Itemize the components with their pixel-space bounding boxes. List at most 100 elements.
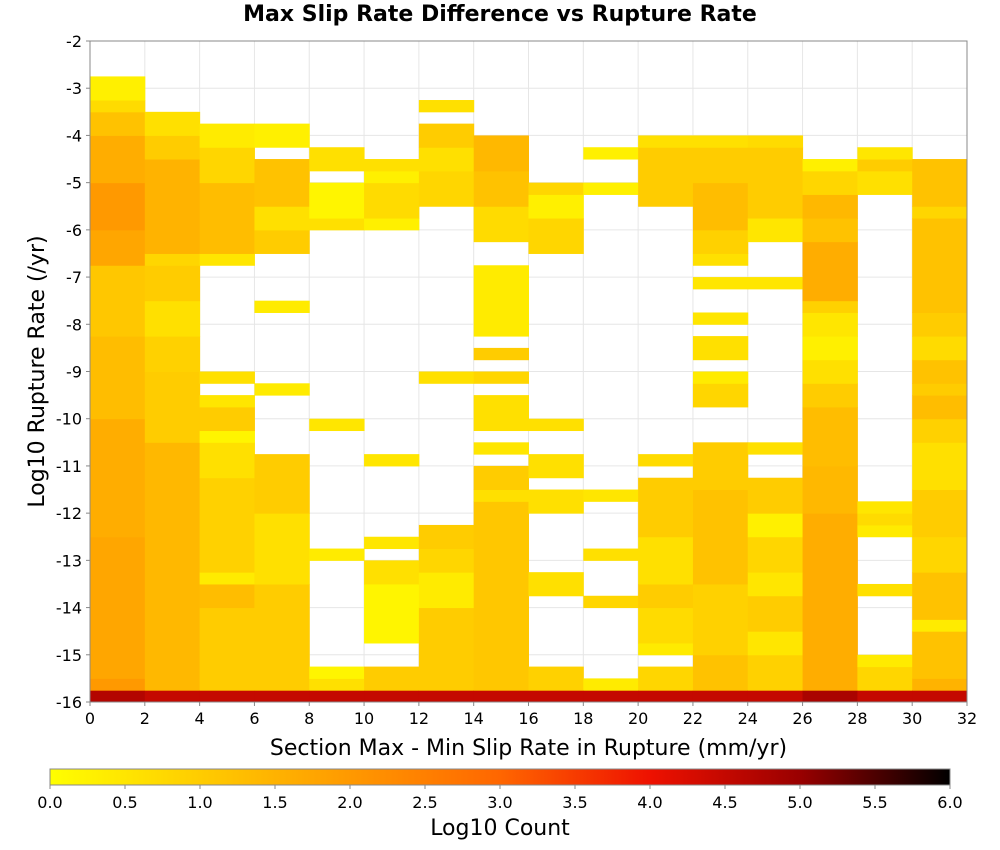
heatmap-cell: [364, 170, 420, 184]
heatmap-cell: [364, 182, 420, 219]
heatmap-cell: [583, 690, 639, 703]
heatmap-cell: [857, 147, 913, 160]
colorbar-title: Log10 Count: [430, 816, 570, 841]
heatmap-cell: [857, 170, 913, 195]
heatmap-cell: [912, 159, 968, 207]
heatmap-cell: [364, 666, 420, 691]
y-tick-label: -12: [56, 504, 82, 523]
heatmap-cell: [802, 312, 858, 337]
heatmap-cell: [692, 229, 749, 254]
heatmap-cell: [638, 477, 694, 538]
heatmap-cell: [912, 442, 968, 491]
x-tick-label: 30: [902, 709, 922, 728]
heatmap-cell: [692, 336, 749, 361]
heatmap-cell: [418, 690, 475, 703]
heatmap-cell: [309, 218, 365, 231]
heatmap-cell: [309, 548, 365, 561]
heatmap-cell: [638, 536, 694, 585]
heatmap-cell: [802, 690, 858, 703]
heatmap-cell: [747, 536, 804, 573]
heatmap-cell: [802, 406, 858, 467]
colorbar-tick-label: 4.0: [637, 793, 662, 812]
heatmap-cell: [692, 182, 749, 231]
x-tick-label: 2: [140, 709, 150, 728]
heatmap-cell: [90, 76, 146, 101]
heatmap-cell: [583, 678, 639, 691]
heatmap-cell: [638, 583, 694, 609]
colorbar-tick-label: 3.5: [562, 793, 587, 812]
heatmap-cell: [90, 100, 146, 113]
heatmap-cell: [802, 336, 858, 361]
heatmap-cell: [528, 690, 584, 703]
heatmap-cell: [692, 135, 749, 148]
heatmap-cell: [802, 170, 858, 195]
x-axis-title: Section Max - Min Slip Rate in Rupture (…: [270, 736, 787, 761]
heatmap-cell: [583, 147, 639, 160]
y-axis-ticks: -2 -3 -4 -5 -6 -7 -8 -9 -10 -11 -12 -13 -14 -15 -16: [56, 32, 90, 712]
heatmap-cell: [254, 454, 310, 514]
heatmap-cell: [254, 300, 310, 313]
heatmap-cell: [528, 489, 584, 514]
heatmap-cell: [692, 442, 749, 491]
colorbar-tick-label: 2.5: [412, 793, 437, 812]
heatmap-cell: [254, 513, 310, 585]
heatmap-cell: [747, 654, 804, 691]
colorbar-tick-label: 3.0: [487, 793, 512, 812]
heatmap-cell: [309, 690, 365, 703]
colorbar-tick-label: 0.0: [37, 793, 62, 812]
y-tick-label: -11: [56, 457, 82, 476]
heatmap-cell: [199, 690, 255, 703]
x-tick-label: 16: [518, 709, 538, 728]
heatmap-cell: [254, 583, 310, 691]
heatmap-cell: [802, 241, 858, 302]
heatmap-cell: [90, 418, 146, 538]
heatmap-cell: [473, 465, 529, 491]
heatmap-cell: [90, 229, 146, 266]
colorbar-tick-label: 0.5: [112, 793, 137, 812]
heatmap-cell: [90, 536, 146, 679]
heatmap-cell: [802, 359, 858, 384]
heatmap-cell: [254, 229, 310, 254]
heatmap-cell: [638, 135, 694, 148]
heatmap-cell: [309, 418, 365, 432]
y-tick-label: -3: [66, 79, 82, 98]
heatmap-cell: [418, 607, 475, 691]
heatmap-cell: [364, 536, 420, 550]
y-tick-label: -13: [56, 551, 82, 570]
heatmap-cell: [857, 501, 913, 514]
heatmap-cell: [912, 336, 968, 361]
heatmap-cell: [528, 194, 584, 219]
heatmap-cell: [199, 572, 255, 585]
heatmap-cell: [199, 371, 255, 384]
heatmap-cell: [638, 454, 694, 467]
heatmap-cell: [199, 430, 255, 443]
heatmap-cell: [473, 265, 529, 337]
heatmap-cell: [144, 690, 201, 703]
heatmap-cell: [254, 690, 310, 703]
x-tick-label: 24: [738, 709, 758, 728]
heatmap-cell: [747, 277, 804, 290]
heatmap-cell: [199, 123, 255, 148]
heatmap-cell: [912, 359, 968, 384]
heatmap-cell: [638, 690, 694, 703]
heatmap-cell: [309, 666, 365, 679]
heatmap-cell: [802, 383, 858, 408]
heatmap-cell: [747, 218, 804, 243]
heatmap-cell: [144, 253, 201, 266]
heatmap-cell: [857, 583, 913, 597]
y-tick-label: -2: [66, 32, 82, 51]
heatmap-cell: [473, 690, 529, 703]
y-tick-label: -4: [66, 126, 82, 145]
heatmap-cell: [309, 678, 365, 691]
heatmap-cell: [199, 442, 255, 479]
heatmap-cell: [912, 631, 968, 679]
y-axis-title: Log10 Rupture Rate (/yr): [25, 235, 50, 507]
heatmap-cell: [473, 501, 529, 691]
heatmap-cell: [747, 477, 804, 514]
heatmap-cell: [583, 595, 639, 609]
heatmap-cell: [528, 418, 584, 432]
colorbar-ticks: 0.0 0.5 1.0 1.5 2.0 2.5 3.0 3.5 4.0 4.5 5.0 5.5 6.0: [37, 785, 963, 812]
heatmap-cell: [857, 654, 913, 668]
heatmap-cell: [473, 170, 529, 207]
heatmap-cell: [364, 560, 420, 585]
